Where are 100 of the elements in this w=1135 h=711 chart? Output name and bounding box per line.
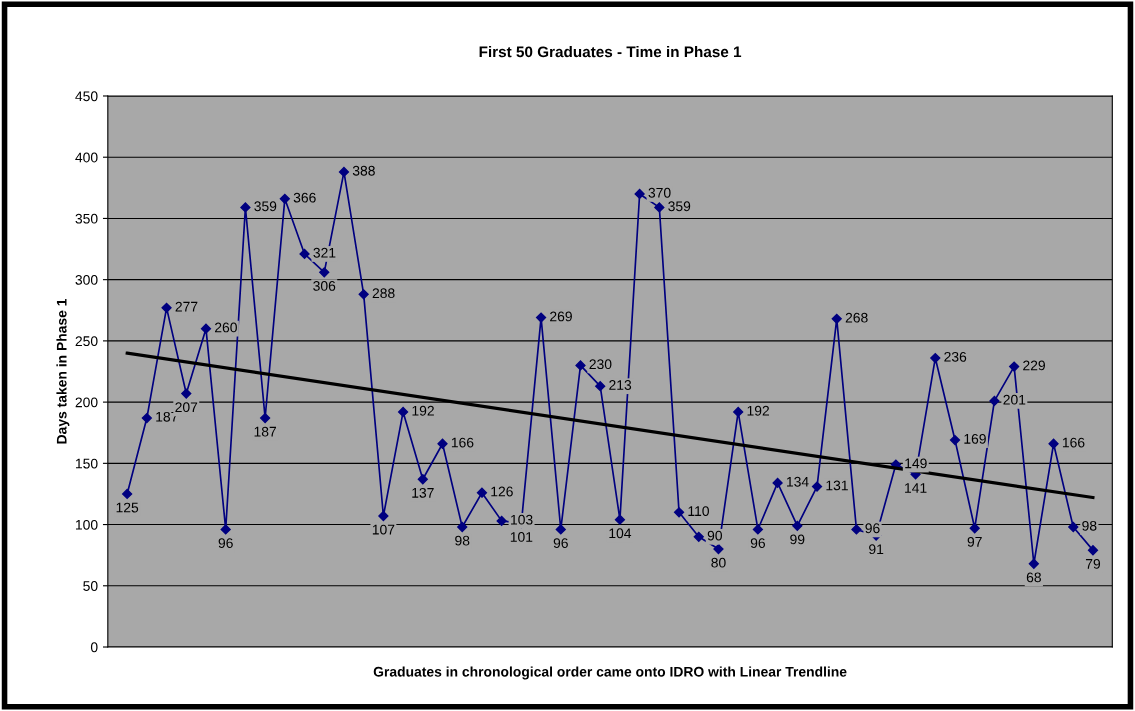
y-tick-label: 450: [75, 91, 98, 102]
data-label: 192: [412, 405, 434, 416]
point: [200, 323, 212, 334]
point: [279, 193, 290, 204]
point: [595, 381, 606, 392]
data-label: 192: [747, 405, 769, 416]
point: [575, 360, 586, 371]
point: [949, 434, 961, 446]
data-label: 166: [451, 437, 474, 448]
data-label: 98: [1082, 520, 1097, 531]
y-tick-label: 300: [75, 274, 98, 285]
data-label: 96: [865, 523, 880, 534]
point: [220, 524, 231, 535]
data-label: 101: [510, 532, 533, 542]
y-tick-label: 200: [75, 397, 98, 408]
y-tick-label: 350: [75, 213, 98, 224]
data-label: 126: [491, 486, 513, 497]
data-label: 213: [609, 380, 632, 390]
data-label: 107: [372, 524, 395, 535]
data-label: 104: [609, 528, 632, 539]
point: [851, 524, 862, 535]
point: [141, 412, 152, 424]
data-label: 306: [313, 281, 336, 291]
point: [1068, 521, 1079, 533]
data-label: 134: [787, 476, 809, 487]
data-label: 201: [1003, 394, 1026, 405]
data-label: 370: [648, 187, 671, 198]
data-label: 90: [707, 530, 722, 541]
point: [614, 514, 626, 525]
point: [989, 395, 1000, 407]
data-label: 166: [1062, 437, 1085, 448]
point: [969, 523, 980, 534]
point: [673, 507, 685, 518]
point: [1009, 361, 1020, 372]
point: [930, 352, 941, 364]
data-label: 96: [750, 538, 766, 548]
point: [1087, 545, 1099, 556]
data-label: 268: [845, 312, 868, 323]
data-label: 230: [589, 359, 612, 370]
point: [476, 487, 488, 498]
data-label: 359: [254, 201, 277, 212]
data-label: 359: [668, 201, 691, 212]
data-label: 169: [964, 433, 986, 444]
point: [240, 202, 251, 213]
point: [122, 488, 133, 500]
y-tick-label: 150: [75, 458, 98, 469]
point: [397, 406, 409, 418]
point: [161, 302, 172, 313]
point: [358, 289, 369, 300]
point: [496, 515, 507, 527]
data-label: 288: [372, 288, 395, 299]
point: [260, 412, 271, 424]
data-label: 125: [116, 502, 139, 513]
point: [319, 267, 330, 278]
point: [437, 438, 448, 449]
point: [811, 481, 823, 492]
point: [772, 477, 783, 489]
chart-title: First 50 Graduates - Time in Phase 1: [479, 46, 742, 58]
data-label: 131: [826, 480, 848, 491]
data-label: 68: [1026, 572, 1041, 583]
point: [181, 388, 192, 399]
data-label: 366: [293, 192, 316, 203]
data-label: 388: [352, 165, 375, 176]
y-tick-label: 100: [75, 519, 98, 530]
y-tick-label: 250: [75, 336, 98, 347]
point: [1028, 558, 1039, 569]
data-label: 141: [905, 483, 927, 493]
data-label: 110: [688, 506, 709, 517]
data-label: 98: [455, 535, 470, 546]
point: [299, 248, 310, 260]
y-tick-label: 50: [83, 581, 98, 591]
point: [378, 510, 389, 522]
data-label: 277: [175, 301, 198, 312]
data-label: 96: [553, 538, 568, 548]
data-label: 103: [511, 514, 533, 525]
data-label: 137: [412, 487, 434, 498]
x-axis-title: Graduates in chronological order came onto IDRO with Linear Trendline: [373, 666, 847, 680]
point: [555, 524, 566, 535]
data-label: 269: [550, 311, 572, 322]
point: [634, 188, 645, 200]
data-label: 99: [790, 534, 805, 545]
point: [1048, 438, 1059, 449]
data-label: 229: [1023, 360, 1045, 371]
point: [654, 202, 665, 213]
point: [792, 520, 803, 531]
y-tick-label: 400: [75, 152, 98, 163]
point: [535, 312, 547, 323]
data-label: 187: [254, 426, 277, 437]
data-label: 91: [869, 544, 884, 555]
point: [417, 474, 428, 485]
data-label: 96: [218, 538, 233, 548]
point: [831, 313, 842, 324]
point: [752, 524, 764, 535]
data-label: 236: [944, 351, 967, 362]
y-axis-title: Days taken in Phase 1: [56, 298, 70, 444]
data-label: 260: [215, 322, 237, 333]
point: [693, 531, 704, 542]
point: [457, 521, 468, 533]
y-tick-label: 0: [90, 642, 98, 653]
data-label: 207: [175, 402, 198, 413]
